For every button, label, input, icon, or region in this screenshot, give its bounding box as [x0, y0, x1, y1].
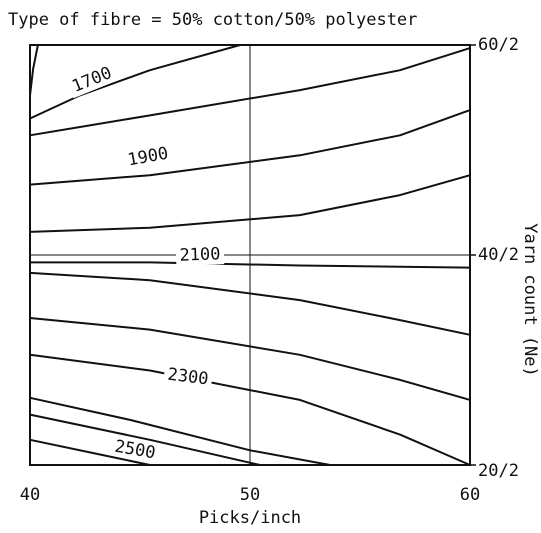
- contour-line: [29, 47, 471, 137]
- x-tick-label: 60: [460, 485, 480, 505]
- y-tick-label: 20/2: [478, 461, 519, 481]
- contour-label-bg: [122, 142, 174, 172]
- contour-line: [30, 261, 471, 269]
- contour-label-bg: [162, 364, 214, 390]
- contour-line: [29, 174, 471, 233]
- contour-line: [29, 44, 39, 96]
- contour-line: [29, 317, 471, 401]
- contour-label: 2100: [179, 244, 221, 265]
- contour-line: [29, 438, 151, 466]
- contour-label: 1900: [126, 144, 170, 171]
- chart-title: Type of fibre = 50% cotton/50% polyester: [8, 10, 417, 30]
- contour-label-bg: [109, 435, 161, 465]
- x-tick-label: 40: [20, 485, 40, 505]
- x-axis-label: Picks/inch: [199, 508, 301, 528]
- contour-line: [29, 413, 261, 466]
- contour-line: [29, 396, 331, 466]
- contour-line: [29, 353, 471, 466]
- contour-label: 2300: [166, 365, 209, 390]
- contour-label-bg: [175, 244, 225, 266]
- x-tick-label: 50: [240, 485, 260, 505]
- contour-line: [29, 109, 471, 186]
- contour-label-bg: [66, 61, 118, 99]
- y-tick-label: 60/2: [478, 35, 519, 55]
- y-axis-label: Yarn count (Ne): [520, 223, 540, 377]
- contour-line: [29, 44, 241, 120]
- contour-line: [29, 271, 471, 336]
- y-tick-label: 40/2: [478, 245, 519, 265]
